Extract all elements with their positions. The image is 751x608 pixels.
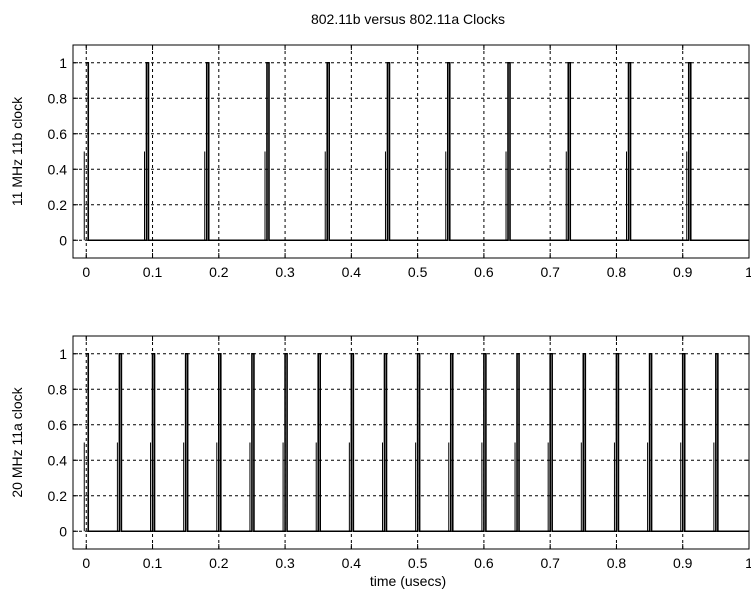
y-tick-label: 0.6	[48, 126, 68, 142]
y-tick-label: 1	[59, 346, 67, 362]
y-tick-label: 0.2	[48, 197, 68, 213]
y-axis-label: 20 MHz 11a clock	[9, 386, 25, 497]
x-tick-label: 0.4	[342, 264, 362, 280]
y-tick-label: 0.4	[48, 161, 68, 177]
x-tick-label: 1	[745, 555, 751, 571]
x-axis-label: time (usecs)	[370, 573, 446, 589]
y-axis-label: 11 MHz 11b clock	[9, 96, 25, 206]
figure-title: 802.11b versus 802.11a Clocks	[311, 11, 505, 27]
x-tick-label: 0.8	[607, 555, 627, 571]
axes-layer: 0 0.1 0.2 0.3 0.4 0.5 0.6 0.7 0.8 0.9 1 0 0.2 0.4 0.6 0…	[9, 44, 751, 589]
x-tick-label: 0.9	[673, 264, 693, 280]
axes-frame	[72, 335, 750, 550]
y-tick-label: 0.8	[48, 381, 68, 397]
x-tick-label: 0.2	[209, 264, 229, 280]
axes-frame	[72, 44, 750, 259]
y-tick-label: 0.8	[48, 90, 68, 106]
y-tick-label: 0.4	[48, 452, 68, 468]
clock-waveform	[86, 61, 749, 242]
x-tick-label: 0.9	[673, 555, 693, 571]
axes-2: 0 0.1 0.2 0.3 0.4 0.5 0.6 0.7 0.8 0.9 1 0 0.2 0.4 0.6 0…	[9, 335, 751, 589]
x-tick-label: 1	[745, 264, 751, 280]
x-tick-label: 0.1	[143, 555, 163, 571]
x-tick-label: 0.2	[209, 555, 229, 571]
y-tick-label: 0	[59, 232, 67, 248]
axes-1: 0 0.1 0.2 0.3 0.4 0.5 0.6 0.7 0.8 0.9 1 0 0.2 0.4 0.6 0…	[9, 44, 751, 280]
y-tick-label: 0.6	[48, 417, 68, 433]
x-tick-label: 0	[82, 555, 90, 571]
clock-waveform	[86, 352, 749, 533]
x-tick-label: 0.3	[275, 555, 295, 571]
x-tick-label: 0.6	[474, 555, 494, 571]
x-tick-label: 0.1	[143, 264, 163, 280]
y-tick-label: 1	[59, 55, 67, 71]
x-tick-label: 0.6	[474, 264, 494, 280]
x-tick-label: 0.4	[342, 555, 362, 571]
y-tick-label: 0	[59, 523, 67, 539]
x-tick-label: 0.3	[275, 264, 295, 280]
y-tick-label: 0.2	[48, 488, 68, 504]
x-tick-label: 0.7	[540, 555, 560, 571]
x-tick-label: 0.5	[408, 264, 428, 280]
x-tick-label: 0.8	[607, 264, 627, 280]
x-tick-label: 0	[82, 264, 90, 280]
x-tick-label: 0.5	[408, 555, 428, 571]
x-tick-label: 0.7	[540, 264, 560, 280]
